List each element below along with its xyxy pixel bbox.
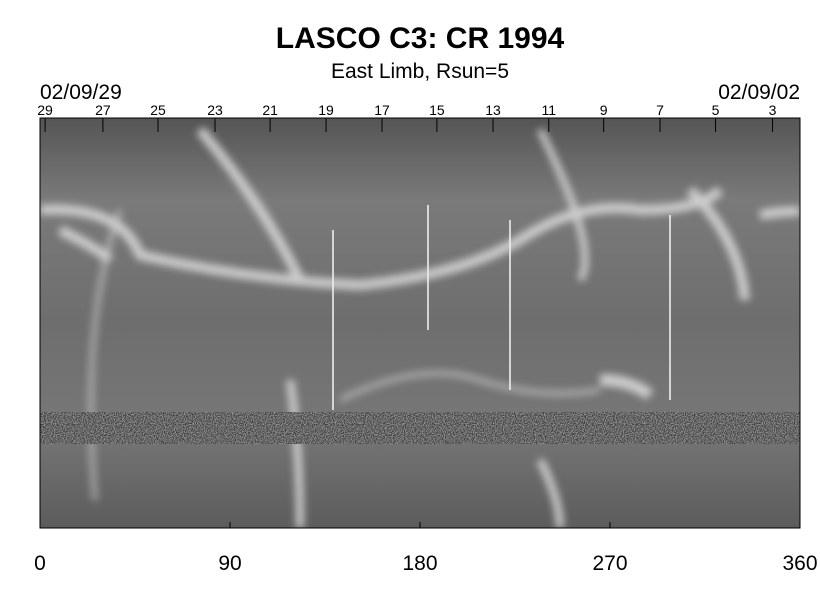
top-tick-label: 19 — [318, 102, 334, 118]
x-tick-label: 360 — [782, 552, 817, 575]
top-tick-label: 23 — [207, 102, 223, 118]
x-tick-label: 90 — [218, 552, 241, 575]
top-tick-label: 3 — [769, 102, 777, 118]
top-tick-label: 13 — [485, 102, 501, 118]
top-tick-label: 5 — [712, 102, 720, 118]
top-tick-label: 27 — [95, 102, 111, 118]
start-date: 02/09/29 — [40, 81, 122, 104]
x-tick-label: 0 — [34, 552, 46, 575]
top-tick-label: 25 — [150, 102, 166, 118]
top-tick-label: 7 — [656, 102, 664, 118]
chart-title: LASCO C3: CR 1994 — [276, 22, 565, 55]
top-tick-label: 21 — [262, 102, 278, 118]
top-tick-label: 11 — [542, 102, 557, 118]
top-tick-label: 17 — [374, 102, 390, 118]
end-date: 02/09/02 — [718, 81, 800, 104]
chart-subtitle: East Limb, Rsun=5 — [331, 60, 509, 83]
top-tick-label: 9 — [600, 102, 608, 118]
top-tick-label: 15 — [429, 102, 445, 118]
x-tick-label: 180 — [402, 552, 437, 575]
top-tick-label: 29 — [37, 102, 53, 118]
synoptic-map — [40, 118, 800, 528]
x-tick-label: 270 — [592, 552, 627, 575]
